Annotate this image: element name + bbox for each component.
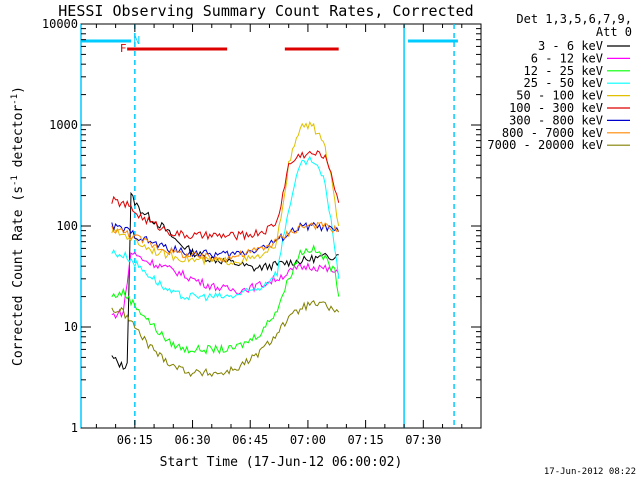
x-tick-label-1: 06:30 (174, 433, 210, 447)
series-line-4 (111, 120, 340, 266)
legend-label-7: 800 - 7000 keV (502, 126, 603, 140)
series-line-3 (111, 155, 340, 302)
x-axis-label: Start Time (17-Jun-12 06:00:02) (160, 455, 403, 470)
legend-label-4: 50 - 100 keV (516, 89, 603, 103)
legend-label-3: 25 - 50 keV (524, 76, 603, 90)
series-line-2 (111, 244, 340, 355)
marker-F: F (120, 42, 127, 55)
legend-label-5: 100 - 300 keV (509, 101, 603, 115)
y-tick-label-3: 1000 (49, 118, 78, 132)
footer-timestamp: 17-Jun-2012 08:22 (544, 467, 636, 477)
interval-bars (81, 39, 458, 51)
plot-frame (80, 23, 482, 429)
series-line-1 (111, 251, 340, 320)
y-axis-label: Corrected Count Rate (s-1 detector-1) (10, 86, 26, 366)
series-line-0 (111, 191, 339, 370)
legend-label-6: 300 - 800 keV (509, 113, 603, 127)
y-axis-label-main: Corrected Count Rate (s (11, 186, 26, 366)
x-tick-label-0: 06:15 (117, 433, 153, 447)
x-tick-label-2: 06:45 (232, 433, 268, 447)
x-tick-label-3: 07:00 (290, 433, 326, 447)
legend-label-2: 12 - 25 keV (524, 64, 603, 78)
y-tick-label-0: 1 (71, 421, 78, 435)
marker-labels: NF (120, 34, 140, 55)
legend-header-2: Att 0 (596, 25, 632, 39)
x-axis: 06:15 06:30 06:45 07:00 07:15 07:30 (95, 24, 463, 447)
marker-N: N (134, 34, 141, 47)
x-tick-label-4: 07:15 (348, 433, 384, 447)
legend-header-1: Det 1,3,5,6,7,9, (516, 12, 632, 26)
series-line-7 (111, 221, 339, 262)
y-axis-label-sup1: -1 (10, 175, 20, 186)
series-layer (111, 120, 340, 378)
y-axis-label-end: ) (11, 86, 26, 94)
legend-label-1: 6 - 12 keV (531, 51, 603, 65)
y-axis: 1 10 100 1000 10000 (42, 17, 481, 435)
y-tick-label-1: 10 (64, 320, 78, 334)
y-axis-label-mid: detector (11, 105, 26, 176)
y-tick-label-2: 100 (56, 219, 78, 233)
legend-label-0: 3 - 6 keV (538, 39, 603, 53)
series-line-5 (111, 150, 340, 241)
series-line-8 (111, 300, 340, 378)
y-tick-label-4: 10000 (42, 17, 78, 31)
x-tick-label-5: 07:30 (405, 433, 441, 447)
y-axis-label-sup2: -1 (10, 94, 20, 105)
chart-title: HESSI Observing Summary Count Rates, Cor… (58, 2, 473, 20)
legend-label-8: 7000 - 20000 keV (487, 138, 603, 152)
